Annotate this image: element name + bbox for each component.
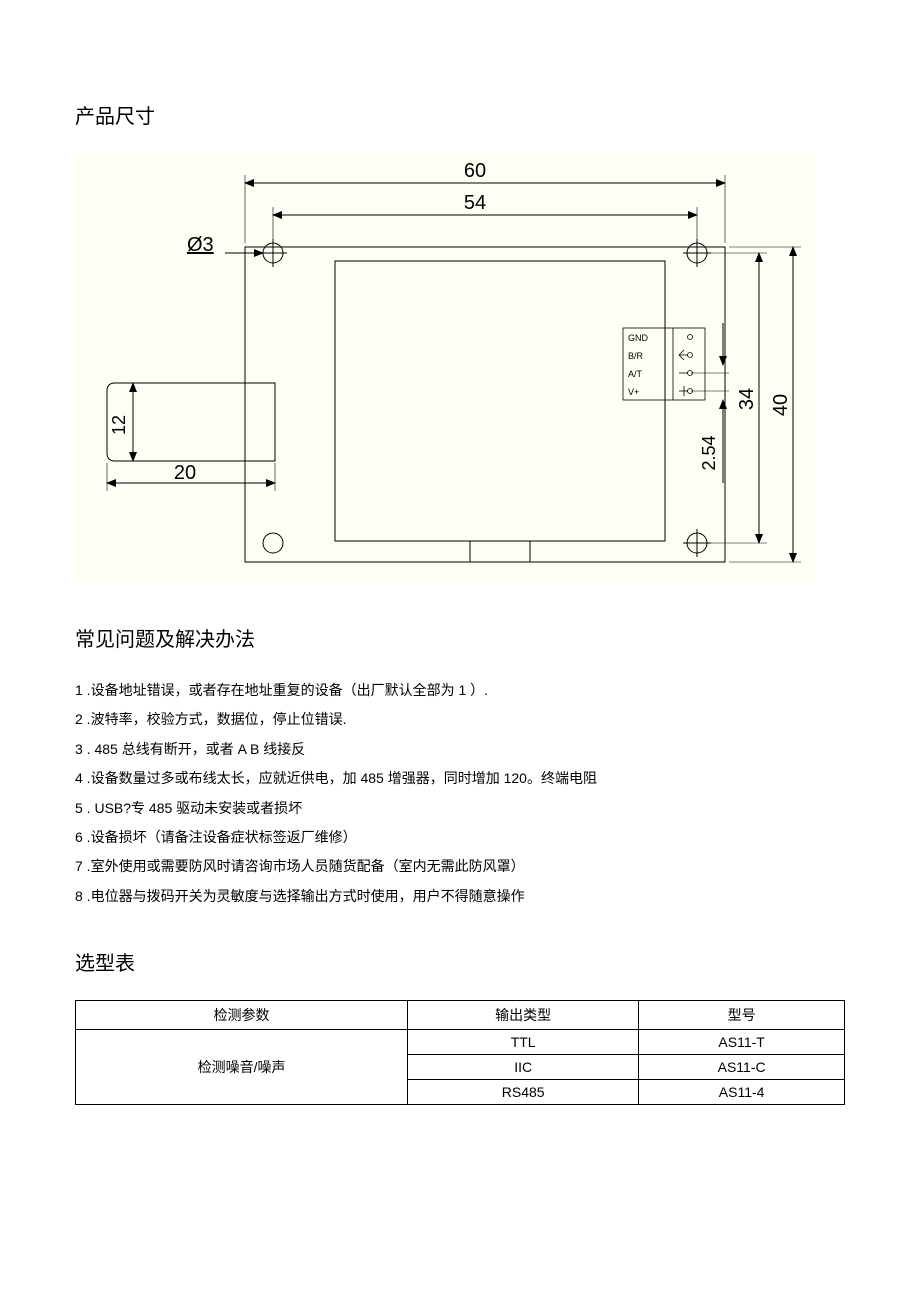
model-cell: AS11-4	[639, 1080, 845, 1105]
faq-item: 8 .电位器与拨码开关为灵敏度与选择输出方式时使用，用户不得随意操作	[75, 882, 845, 911]
output-cell: IIC	[408, 1055, 639, 1080]
dim-label: 12	[109, 415, 129, 435]
dim-label: 54	[464, 192, 486, 214]
section-title-model: 选型表	[75, 947, 845, 976]
param-cell: 检测噪音/噪声	[76, 1030, 408, 1105]
dim-label: 34	[736, 388, 758, 410]
output-cell: RS485	[408, 1080, 639, 1105]
model-cell: AS11-T	[639, 1030, 845, 1055]
section-title-dimensions: 产品尺寸	[75, 100, 845, 129]
faq-item: 3 . 485 总线有断开，或者 A B 线接反	[75, 735, 845, 764]
faq-item: 5 . USB?专 485 驱动未安装或者损坏	[75, 794, 845, 823]
pin-label: A/T	[628, 369, 643, 379]
table-header: 检测参数	[76, 1001, 408, 1030]
faq-item: 2 .波特率，校验方式，数据位，停止位错误.	[75, 705, 845, 734]
faq-list: 1 .设备地址错误，或者存在地址重复的设备（出厂默认全部为 1 ）. 2 .波特…	[75, 676, 845, 911]
model-cell: AS11-C	[639, 1055, 845, 1080]
mounting-hole-icon	[259, 239, 711, 557]
dimension-diagram: GND B/R A/T V+ 60 54 Ø3 40 34 2.54	[75, 153, 815, 583]
output-cell: TTL	[408, 1030, 639, 1055]
section-title-faq: 常见问题及解决办法	[75, 623, 845, 652]
dim-label: Ø3	[187, 234, 214, 256]
faq-item: 6 .设备损坏（请备注设备症状标签返厂维修）	[75, 823, 845, 852]
dim-label: 2.54	[699, 435, 719, 470]
model-table: 检测参数 输出类型 型号 检测噪音/噪声 TTL AS11-T IIC AS11…	[75, 1000, 845, 1105]
faq-item: 4 .设备数量过多或布线太长，应就近供电，加 485 增强器，同时增加 120。…	[75, 764, 845, 793]
table-row: 检测噪音/噪声 TTL AS11-T	[76, 1030, 845, 1055]
table-row: 检测参数 输出类型 型号	[76, 1001, 845, 1030]
faq-item: 1 .设备地址错误，或者存在地址重复的设备（出厂默认全部为 1 ）.	[75, 676, 845, 705]
table-header: 型号	[639, 1001, 845, 1030]
dim-label: 40	[770, 394, 792, 416]
dim-label: 60	[464, 160, 486, 182]
dim-label: 20	[174, 462, 196, 484]
pin-label: B/R	[628, 351, 644, 361]
pin-label: GND	[628, 333, 649, 343]
pin-label: V+	[628, 387, 639, 397]
table-header: 输出类型	[408, 1001, 639, 1030]
faq-item: 7 .室外使用或需要防风时请咨询市场人员随货配备（室内无需此防风罩）	[75, 852, 845, 881]
